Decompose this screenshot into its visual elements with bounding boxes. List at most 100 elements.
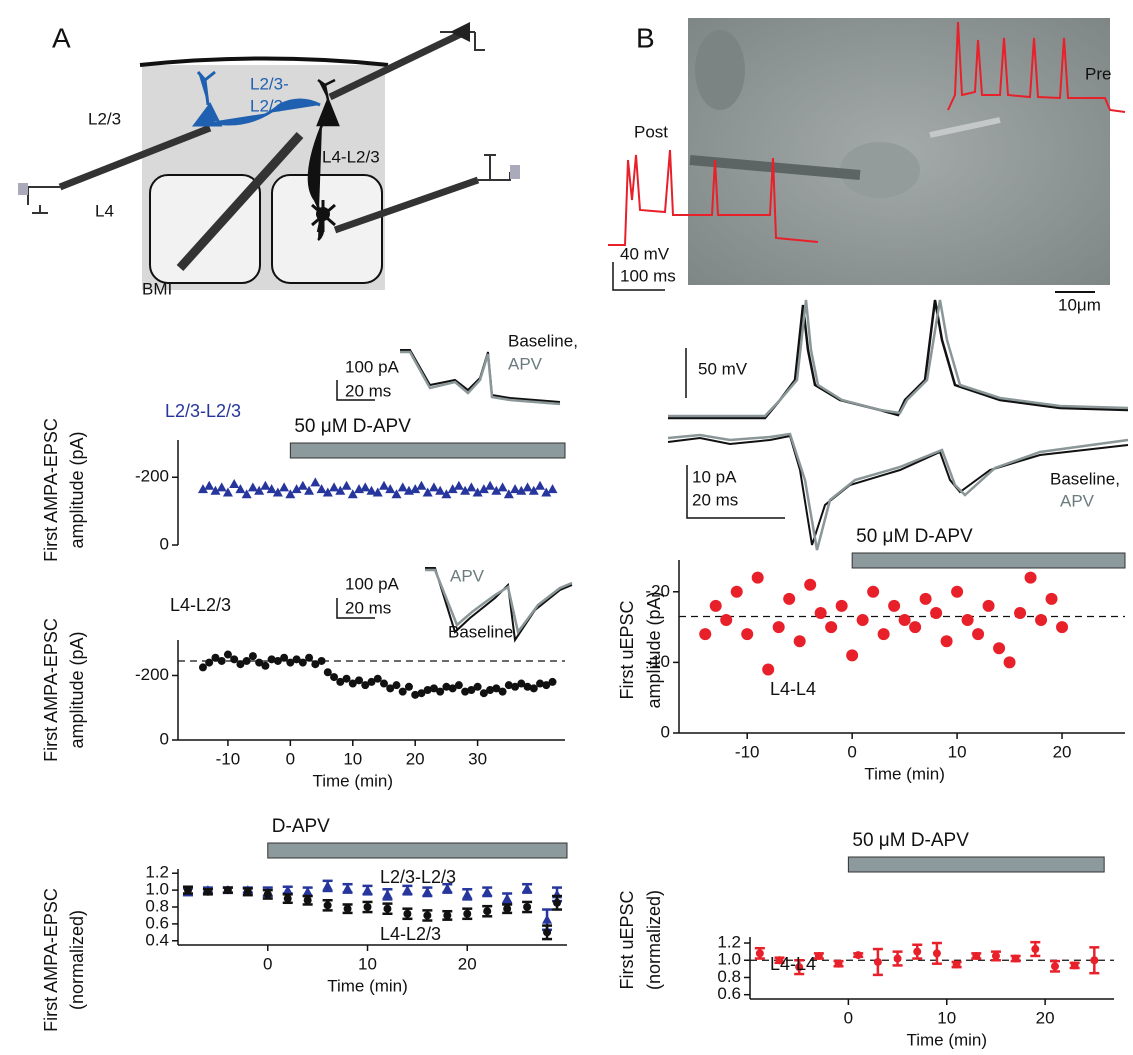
point <box>204 480 215 490</box>
point <box>197 484 208 494</box>
y-axis-label: (normalized) <box>644 890 664 990</box>
point <box>472 487 483 497</box>
x-tick-label: 10 <box>937 1008 956 1027</box>
point <box>709 599 722 612</box>
diagram-label: L2/3 <box>250 96 283 115</box>
point <box>230 655 239 664</box>
point <box>741 628 754 641</box>
diagram-label: L4-L2/3 <box>322 147 380 166</box>
point <box>528 485 539 495</box>
scale-label: 40 mV <box>620 244 670 263</box>
point <box>342 674 351 683</box>
point <box>223 650 232 659</box>
y-axis-label: amplitude (pA) <box>67 631 87 748</box>
scale-label: 10μm <box>1058 295 1101 314</box>
point <box>466 482 477 492</box>
point <box>261 661 270 670</box>
x-tick-label: 0 <box>263 954 272 973</box>
point <box>210 485 221 495</box>
point <box>279 482 290 492</box>
point <box>310 477 321 487</box>
point <box>497 482 508 492</box>
drug-bar <box>851 552 1126 569</box>
y-tick-label: 0 <box>160 729 169 748</box>
point <box>772 621 785 634</box>
point <box>282 885 293 895</box>
point <box>502 893 513 903</box>
point <box>877 628 890 641</box>
micro-label: Post <box>634 122 668 141</box>
point <box>361 681 370 690</box>
y-axis-label: First AMPA-EPSC <box>41 888 61 1032</box>
point <box>491 485 502 495</box>
point <box>383 904 392 913</box>
micro-label: Pre <box>1085 64 1111 83</box>
point <box>453 480 464 490</box>
x-tick-label: 10 <box>948 742 967 761</box>
point <box>198 663 207 672</box>
point <box>311 660 320 669</box>
point <box>422 886 433 896</box>
y-tick-label: -200 <box>135 467 169 486</box>
inset-trace: 100 pA 20 ms APV Baseline <box>336 566 573 643</box>
y-tick-label: 0.4 <box>145 930 169 949</box>
x-axis-label: Time (min) <box>327 976 408 995</box>
micrograph: Post Pre 40 mV 100 ms 10μm <box>608 18 1126 314</box>
y-axis-label: amplitude (pA) <box>644 591 664 708</box>
point <box>285 489 296 499</box>
point <box>720 614 733 627</box>
point <box>473 682 482 691</box>
y-tick-label: 1.0 <box>145 880 169 899</box>
point <box>961 614 974 627</box>
point <box>303 896 312 905</box>
trace-label: APV <box>508 354 543 373</box>
point <box>454 681 463 690</box>
point <box>893 954 902 963</box>
point <box>423 686 432 694</box>
point <box>814 951 823 960</box>
point <box>417 689 426 698</box>
point <box>411 690 420 699</box>
drug-bar <box>289 442 566 459</box>
point <box>342 883 353 893</box>
point <box>398 687 407 696</box>
point <box>447 484 458 494</box>
point <box>323 668 332 677</box>
point <box>442 883 453 893</box>
drug-label: D-APV <box>272 816 330 837</box>
point <box>486 686 495 694</box>
point <box>229 479 240 489</box>
inset-trace: 100 pA 20 ms Baseline, APV <box>336 331 578 406</box>
point <box>355 676 364 685</box>
point <box>367 677 376 686</box>
point <box>341 480 352 490</box>
trace-label: Baseline, <box>508 331 578 350</box>
y-tick-label: 1.2 <box>717 933 741 952</box>
point <box>330 673 339 682</box>
panel-letter: B <box>636 22 655 53</box>
point <box>529 684 538 693</box>
point <box>1050 962 1059 971</box>
y-axis-label: First uEPSC <box>617 600 637 699</box>
point <box>267 655 276 664</box>
y-axis-label: First AMPA-EPSC <box>41 618 61 762</box>
point <box>463 909 472 918</box>
point <box>216 482 227 492</box>
x-tick-label: 20 <box>1053 742 1072 761</box>
point <box>982 599 995 612</box>
point <box>775 956 784 965</box>
point <box>297 480 308 490</box>
y-tick-label: 0.6 <box>145 913 169 932</box>
drug-bar <box>847 856 1105 873</box>
point <box>951 585 964 598</box>
point <box>919 592 932 605</box>
point <box>1056 621 1069 634</box>
point <box>242 656 251 665</box>
x-tick-label: 20 <box>1036 1008 1055 1027</box>
point <box>428 482 439 492</box>
x-tick-label: 30 <box>468 749 487 768</box>
point <box>522 482 533 492</box>
point <box>516 485 527 495</box>
drug-label: 50 μM D-APV <box>294 416 411 437</box>
x-axis-label: Time (min) <box>906 1030 987 1049</box>
